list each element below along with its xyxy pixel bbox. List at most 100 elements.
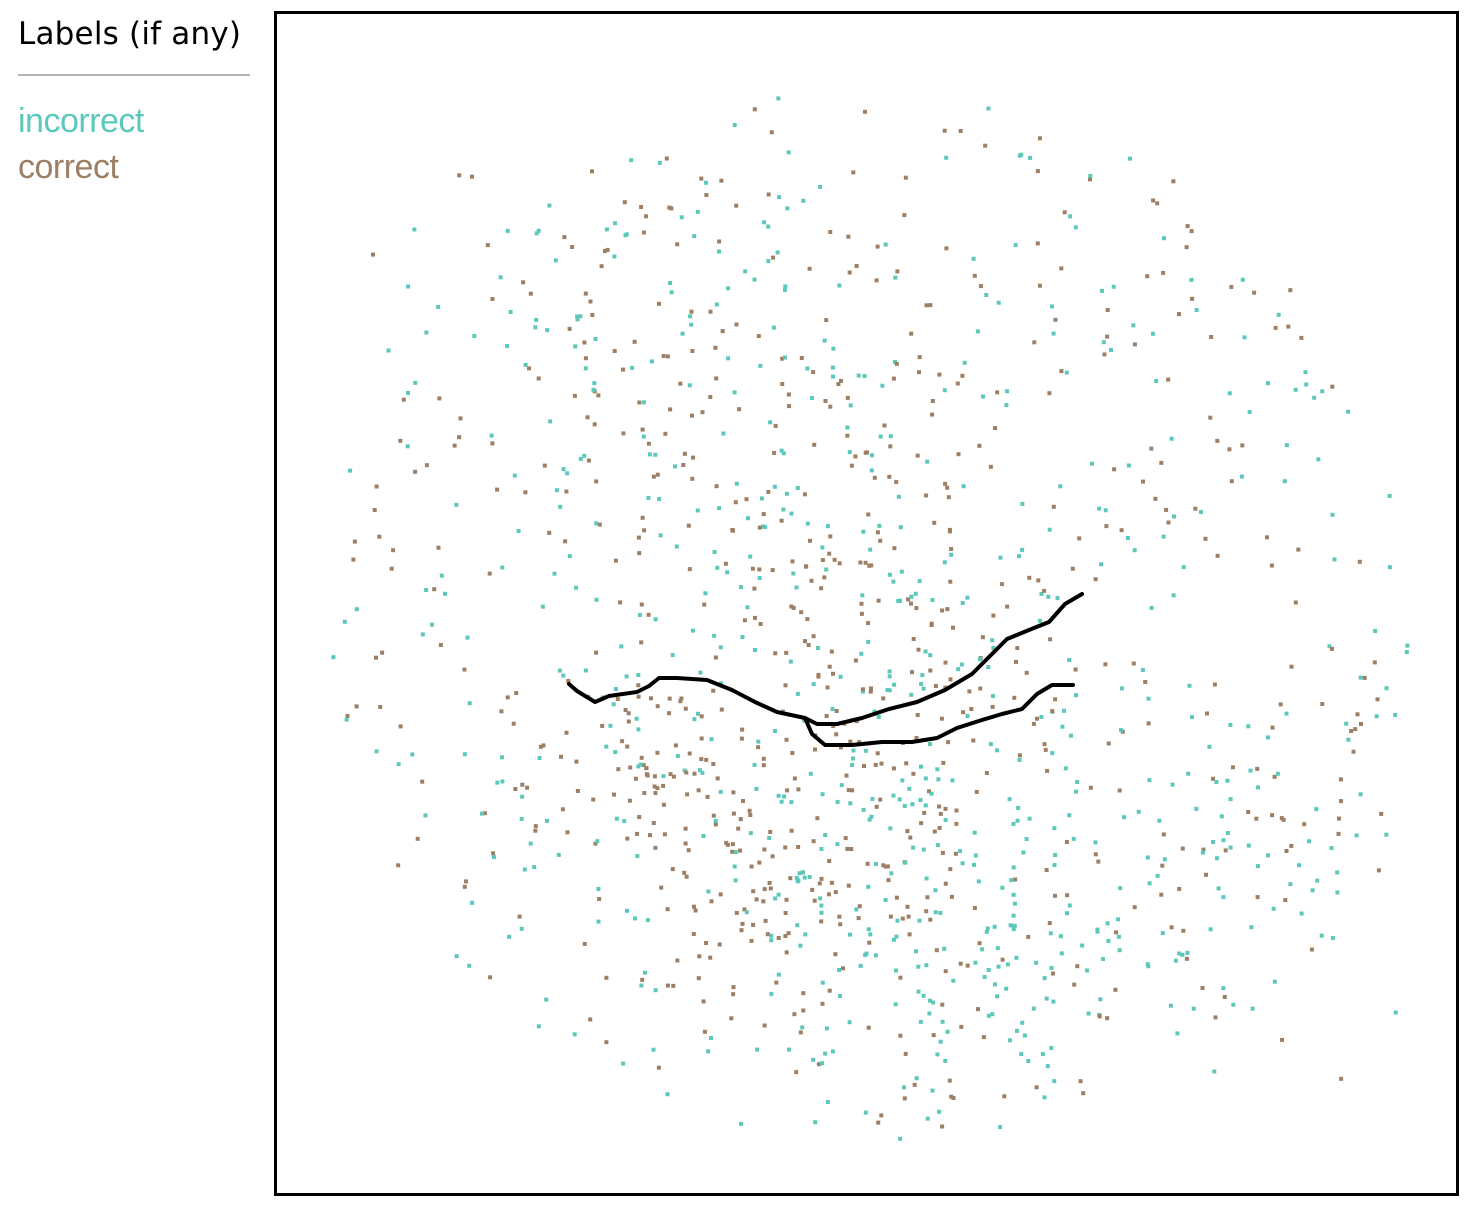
correct-point [909, 601, 913, 606]
incorrect-point [1200, 850, 1205, 855]
incorrect-point [894, 968, 898, 973]
correct-point [859, 611, 864, 616]
correct-point [389, 566, 394, 571]
incorrect-point [1185, 950, 1190, 955]
correct-point [702, 1029, 707, 1034]
incorrect-point [991, 694, 995, 699]
correct-point [652, 774, 657, 779]
correct-point [993, 426, 998, 431]
correct-point [622, 200, 627, 205]
correct-point [1048, 637, 1053, 642]
incorrect-point [545, 328, 550, 333]
correct-point [837, 561, 842, 566]
correct-point [1190, 296, 1195, 301]
correct-point [820, 1001, 825, 1006]
incorrect-point [943, 818, 948, 822]
incorrect-point [898, 525, 903, 530]
correct-point [868, 689, 873, 694]
correct-point [495, 487, 500, 492]
incorrect-point [1048, 931, 1053, 936]
incorrect-point [1173, 958, 1178, 963]
incorrect-point [773, 729, 777, 733]
incorrect-point [709, 737, 714, 742]
correct-point [851, 170, 856, 175]
incorrect-point [993, 982, 997, 987]
incorrect-point [1097, 506, 1102, 511]
correct-point [1189, 229, 1194, 234]
incorrect-point [795, 923, 800, 928]
incorrect-point [805, 521, 810, 526]
correct-point [1026, 934, 1031, 939]
incorrect-point [740, 635, 745, 640]
incorrect-point [1187, 683, 1192, 688]
correct-point [1145, 274, 1150, 279]
incorrect-point [1052, 826, 1057, 831]
correct-point [618, 600, 623, 605]
correct-point [1339, 799, 1343, 804]
incorrect-point [557, 668, 562, 673]
correct-point [1223, 848, 1228, 853]
incorrect-point [547, 203, 552, 208]
correct-point [678, 381, 683, 386]
incorrect-point [781, 507, 786, 512]
incorrect-point [412, 227, 417, 232]
correct-point [1105, 1016, 1110, 1021]
correct-point [839, 745, 843, 750]
correct-point [857, 740, 862, 745]
incorrect-point [492, 855, 496, 860]
incorrect-point [1161, 534, 1166, 539]
incorrect-point [1151, 331, 1155, 336]
incorrect-point [783, 287, 787, 292]
correct-point [645, 773, 650, 778]
drawing-canvas[interactable] [274, 11, 1459, 1196]
incorrect-point [1004, 403, 1009, 408]
correct-point [946, 495, 951, 500]
correct-point [1036, 578, 1041, 583]
correct-point [927, 789, 931, 794]
correct-point [928, 917, 933, 922]
correct-point [458, 416, 463, 421]
correct-point [596, 393, 601, 398]
correct-point [919, 821, 924, 826]
correct-point [1053, 893, 1057, 898]
incorrect-point [800, 870, 805, 875]
incorrect-point [787, 1047, 791, 1052]
label-incorrect[interactable]: incorrect [18, 102, 144, 140]
correct-point [940, 850, 945, 855]
incorrect-point [1009, 878, 1014, 883]
incorrect-point [619, 644, 624, 649]
incorrect-point [1088, 173, 1093, 178]
correct-point [779, 518, 784, 523]
correct-point [894, 361, 899, 366]
incorrect-point [512, 473, 517, 478]
correct-point [633, 776, 638, 781]
correct-point [761, 756, 766, 761]
label-correct[interactable]: correct [18, 148, 119, 186]
correct-point [665, 354, 670, 359]
incorrect-point [1058, 934, 1063, 939]
incorrect-point [824, 1026, 829, 1031]
incorrect-point [668, 281, 673, 285]
incorrect-point [831, 374, 835, 379]
incorrect-point [791, 571, 796, 576]
correct-point [1299, 335, 1304, 340]
correct-point [730, 849, 735, 854]
incorrect-point [1005, 389, 1009, 394]
incorrect-point [902, 1085, 906, 1090]
incorrect-point [971, 256, 976, 261]
correct-point [1211, 776, 1215, 781]
correct-point [823, 399, 828, 403]
scatter-plot[interactable] [277, 14, 1456, 1193]
correct-point [723, 561, 728, 566]
correct-point [691, 932, 696, 936]
correct-point [942, 128, 947, 133]
correct-point [849, 463, 854, 468]
incorrect-point [718, 645, 723, 650]
correct-point [882, 423, 887, 428]
incorrect-point [718, 789, 723, 794]
correct-point [736, 826, 741, 831]
incorrect-point [995, 748, 1000, 753]
incorrect-point [614, 816, 619, 821]
incorrect-point [405, 444, 410, 449]
correct-point [644, 214, 649, 219]
